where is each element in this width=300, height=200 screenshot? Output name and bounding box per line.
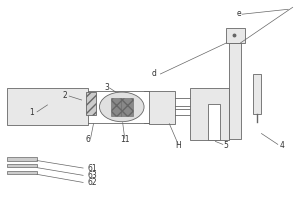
Text: H: H — [176, 141, 181, 150]
Text: 11: 11 — [120, 135, 130, 144]
Text: 4: 4 — [280, 141, 285, 150]
Circle shape — [100, 92, 144, 122]
Text: e: e — [237, 9, 242, 18]
Text: 2: 2 — [63, 91, 68, 100]
Bar — [7, 157, 37, 161]
Text: 61: 61 — [87, 164, 97, 173]
Bar — [208, 104, 220, 140]
Bar — [7, 171, 37, 174]
Bar — [148, 91, 175, 124]
Text: 62: 62 — [87, 178, 97, 187]
Text: 5: 5 — [224, 141, 228, 150]
Bar — [190, 88, 229, 140]
Text: 3: 3 — [104, 83, 109, 92]
Bar — [111, 98, 133, 116]
Bar — [229, 43, 241, 139]
Bar — [7, 164, 37, 167]
Text: 1: 1 — [29, 108, 34, 117]
Bar — [253, 74, 261, 114]
Text: 63: 63 — [87, 171, 97, 180]
Bar — [86, 92, 96, 115]
Text: d: d — [152, 69, 157, 78]
Bar — [7, 88, 88, 125]
Bar — [226, 28, 245, 43]
Text: 6: 6 — [85, 135, 90, 144]
